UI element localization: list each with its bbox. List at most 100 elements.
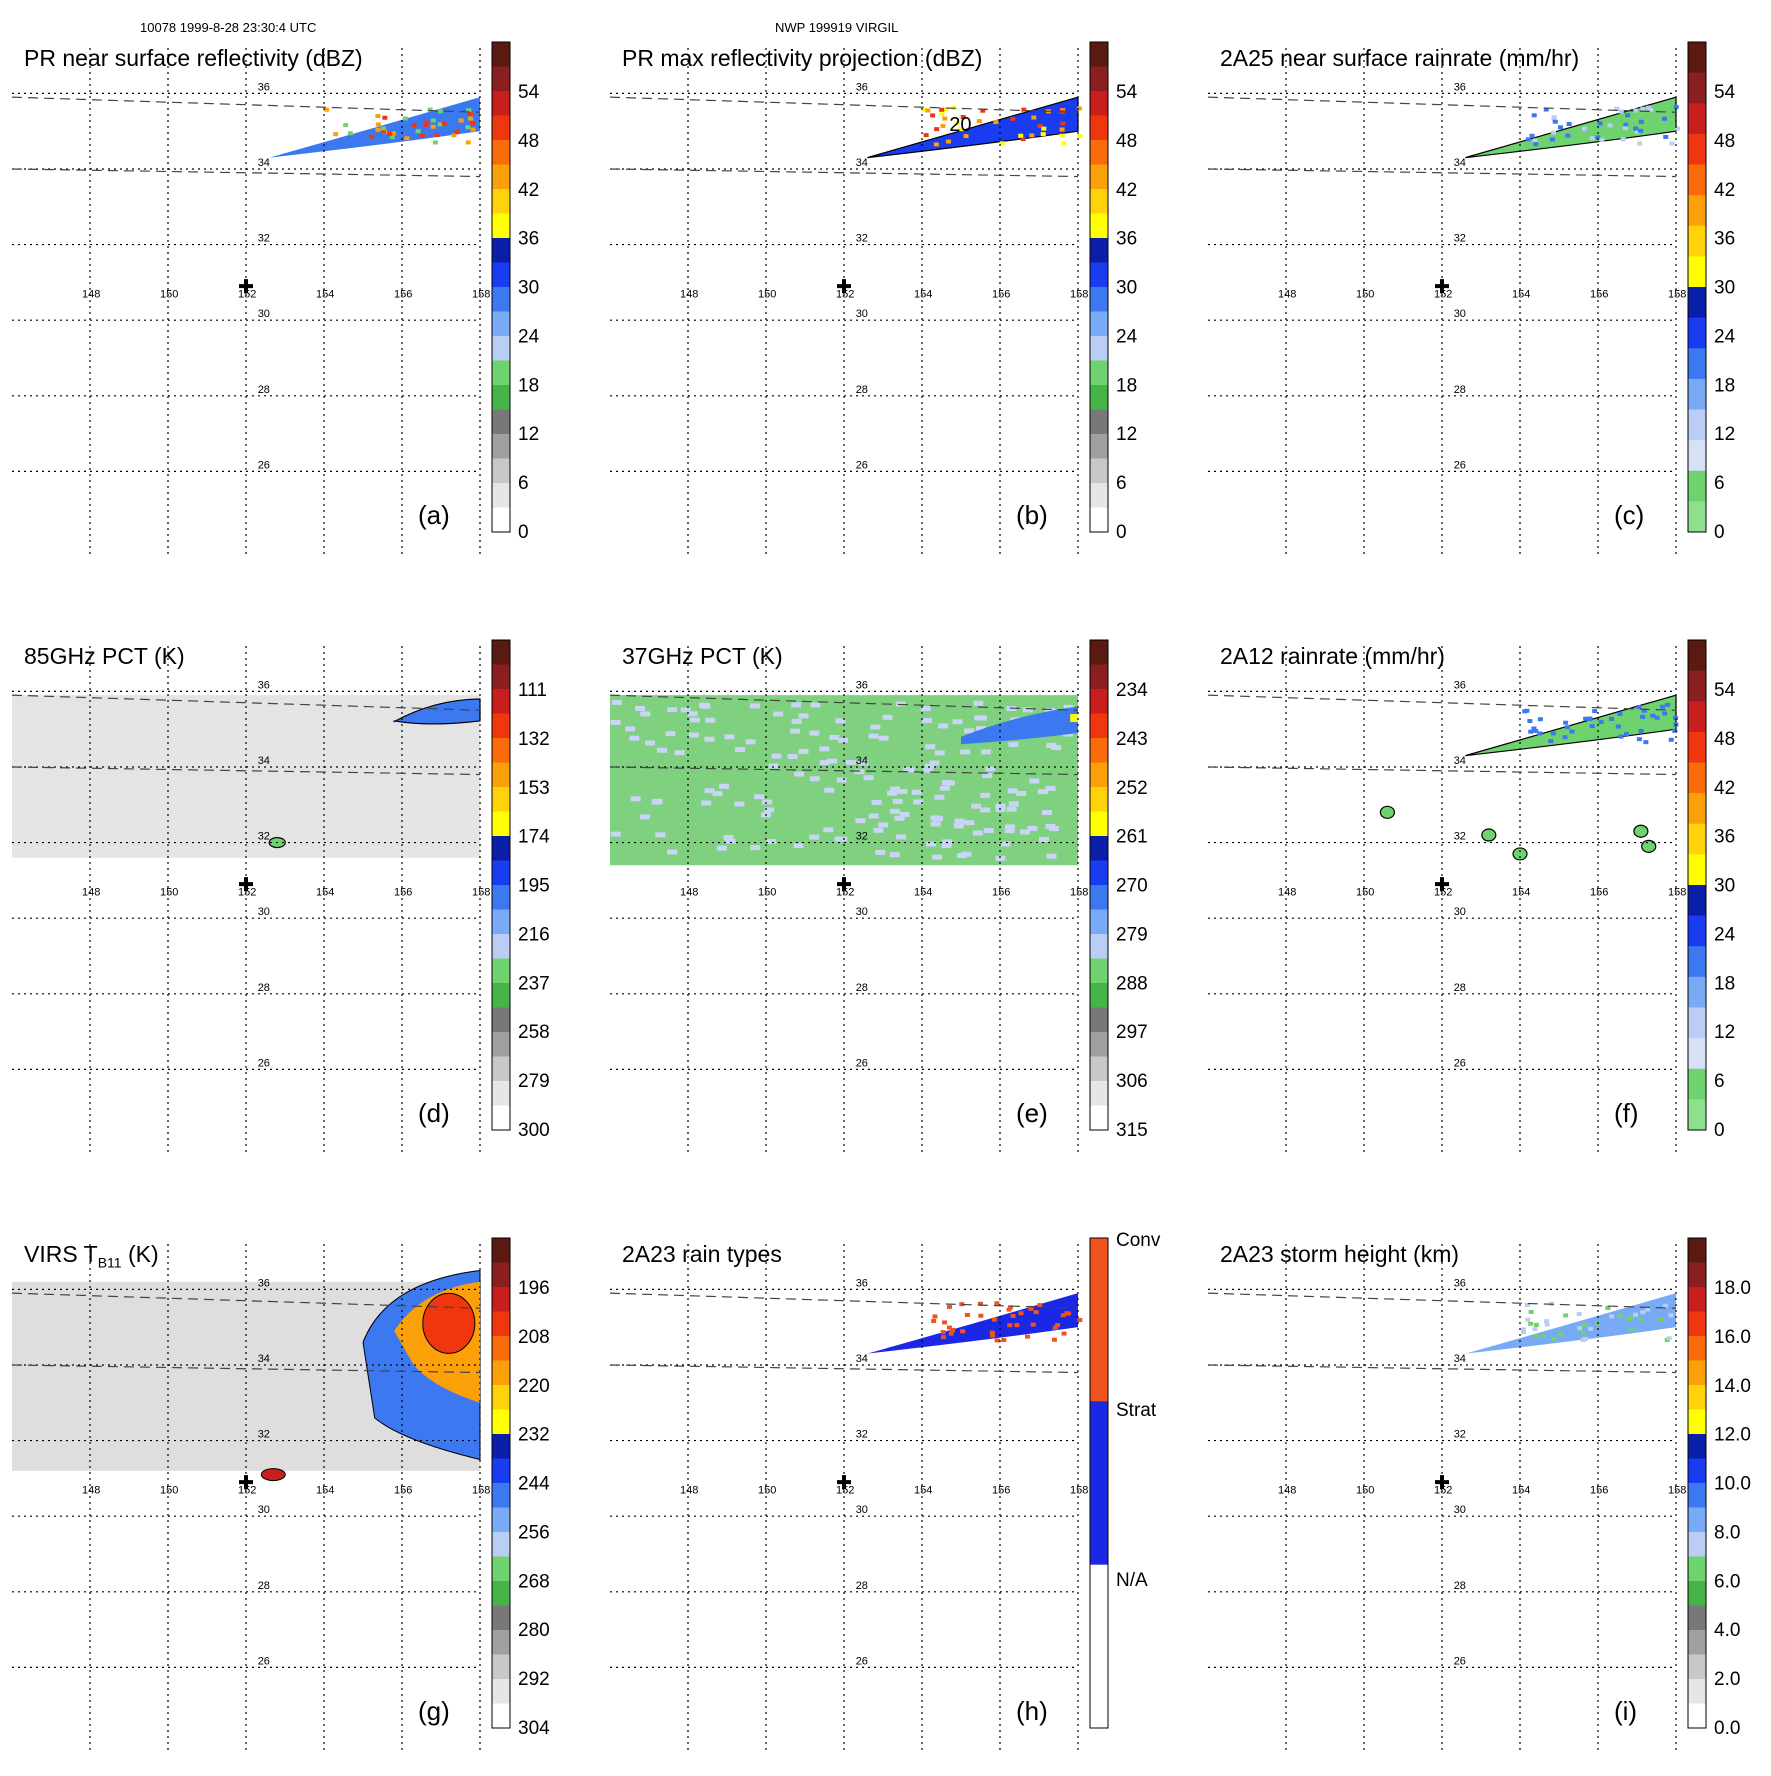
swath-pixel <box>835 718 846 724</box>
rain-pixel <box>942 116 948 121</box>
rain-pixel <box>451 133 457 138</box>
rain-pixel <box>1520 1327 1526 1332</box>
colorbar-frame <box>1687 639 1707 1131</box>
rain-pixel <box>1537 731 1543 736</box>
colorbar-tick-label: 0.0 <box>1714 1718 1740 1739</box>
colorbar-tick-label: 30 <box>1714 876 1735 897</box>
rain-pixel <box>434 133 440 138</box>
lon-tick-label: 148 <box>82 1485 100 1497</box>
rain-pixel <box>1622 126 1628 131</box>
swath-edge <box>609 96 1079 113</box>
swath-pixel <box>773 711 784 717</box>
lat-tick-label: 32 <box>856 831 868 843</box>
rain-pixel <box>1668 1313 1674 1318</box>
rain-cell <box>1641 839 1657 853</box>
swath-pixel <box>913 799 924 805</box>
swath-pixel <box>895 834 906 840</box>
lon-tick-label: 156 <box>394 1485 412 1497</box>
swath-edge <box>1207 168 1677 178</box>
rain-band <box>1465 1293 1676 1354</box>
storm-center-marker <box>1435 1475 1449 1490</box>
colorbar-segment <box>492 507 510 533</box>
colorbar-tick-label: 54 <box>518 82 540 103</box>
rain-pixel <box>930 113 936 118</box>
swath-pixel <box>942 839 953 845</box>
storm-center-marker <box>239 279 253 294</box>
colorbar-segment <box>1090 336 1108 361</box>
swath-pixel <box>1019 829 1030 835</box>
rain-pixel <box>1031 115 1037 120</box>
rain-pixel <box>964 1312 970 1317</box>
swath-pixel <box>680 707 691 713</box>
rain-pixel <box>1007 1305 1013 1310</box>
rain-pixel <box>934 127 940 132</box>
colorbar-segment <box>492 360 510 386</box>
rain-band <box>269 97 480 158</box>
rain-pixel <box>1632 1312 1638 1317</box>
rain-pixel <box>404 136 410 141</box>
rain-pixel <box>1077 1318 1083 1323</box>
rain-pixel <box>980 108 986 113</box>
rain-pixel <box>422 122 428 127</box>
rain-pixel <box>1532 1327 1538 1332</box>
colorbar-tick-label: 36 <box>1714 229 1735 250</box>
rain-pixel <box>1633 126 1639 131</box>
lat-tick-label: 34 <box>856 755 868 767</box>
swath-pixel <box>995 803 1006 809</box>
rain-pixel <box>942 1320 948 1325</box>
colorbar-tick-label: Conv <box>1116 1230 1161 1251</box>
swath-pixel <box>657 747 668 753</box>
panel-title: PR near surface reflectivity (dBZ) <box>24 45 363 72</box>
colorbar-segment <box>1688 1679 1706 1704</box>
lon-tick-label: 156 <box>394 289 412 301</box>
colorbar-segment <box>1688 823 1706 855</box>
rain-pixel <box>940 124 946 129</box>
colorbar-segment <box>1688 133 1706 165</box>
lat-tick-label: 26 <box>258 459 270 471</box>
lon-tick-label: 158 <box>472 289 490 301</box>
colorbar-segment <box>492 1581 510 1606</box>
hot-spot <box>1070 714 1079 723</box>
rain-pixel <box>1565 133 1571 138</box>
lon-tick-label: 158 <box>1668 1485 1686 1497</box>
map-plot: 36 34 32 30 28 26 148 150 152 154 156 158 18.0 16.0 14… <box>1207 1237 1751 1751</box>
swath-pixel <box>1045 823 1056 829</box>
rain-pixel <box>1040 132 1046 137</box>
swath-pixel <box>766 839 777 845</box>
swath-pixel <box>791 718 802 724</box>
colorbar-tick-label: 48 <box>1714 729 1735 750</box>
map-plot: 36 34 32 30 28 26 148 150 152 154 156 158 Conv Strat N… <box>609 1230 1161 1751</box>
rain-pixel <box>1010 116 1016 121</box>
swath-pixel <box>655 832 666 838</box>
lat-tick-label: 32 <box>856 233 868 245</box>
map-plot: 36 34 32 30 28 26 148 150 152 154 156 158 196 208 220 2… <box>11 1237 550 1751</box>
rain-pixel <box>389 135 395 140</box>
lon-tick-label: 156 <box>992 887 1010 899</box>
swath-edge <box>609 766 1079 776</box>
colorbar-tick-label: 196 <box>518 1278 550 1299</box>
colorbar-tick-label: 6 <box>1714 1071 1725 1092</box>
colorbar-segment <box>492 1056 510 1082</box>
lat-tick-label: 36 <box>856 1277 868 1289</box>
colorbar-frame <box>1687 41 1707 533</box>
rain-pixel <box>1549 137 1555 142</box>
rain-pixel <box>946 1304 952 1309</box>
swath-pixel <box>954 818 965 824</box>
swath-pixel <box>922 718 933 724</box>
rain-pixel <box>1558 1332 1564 1337</box>
colorbar-tick-label: 306 <box>1116 1071 1148 1092</box>
colorbar-tick-label: 243 <box>1116 729 1148 750</box>
lon-tick-label: 150 <box>758 887 776 899</box>
rain-pixel <box>1640 1310 1646 1315</box>
lat-tick-label: 36 <box>258 679 270 691</box>
rain-pixel <box>925 108 931 113</box>
swath-edge <box>11 96 481 113</box>
rain-pixel <box>1525 137 1531 142</box>
warm-region <box>961 706 1078 745</box>
swath-pixel <box>934 794 945 800</box>
swath-pixel <box>1038 837 1049 843</box>
colorbar-segment <box>1688 1068 1706 1100</box>
rain-pixel <box>1524 1302 1530 1307</box>
rain-pixel <box>1566 122 1572 127</box>
rain-pixel <box>931 1319 937 1324</box>
